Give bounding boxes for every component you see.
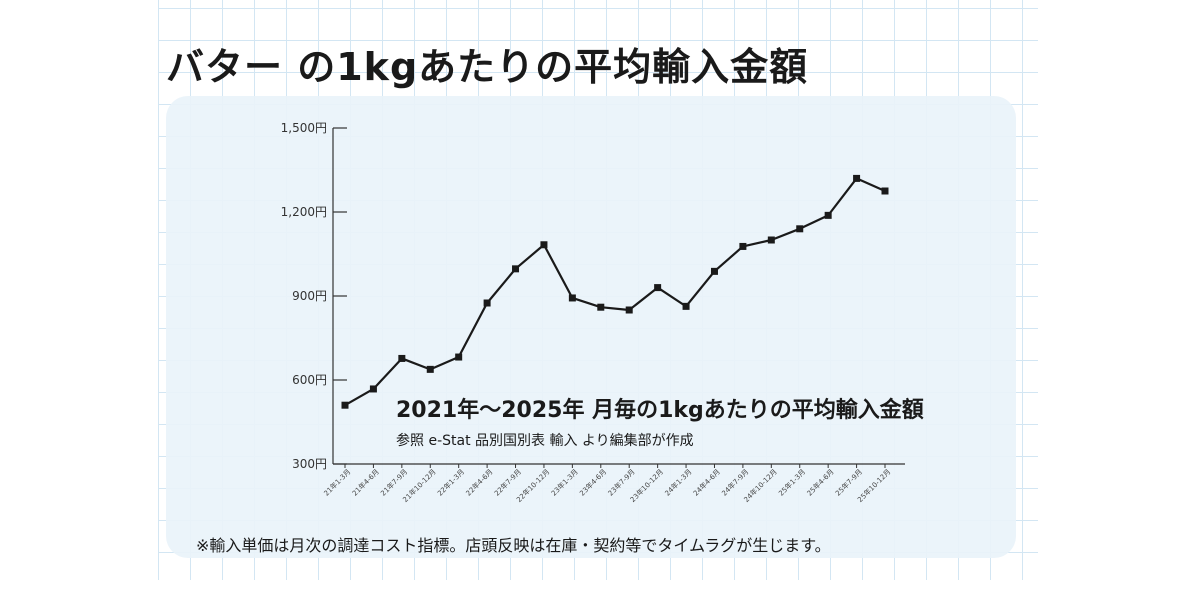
annotation-main: 2021年～2025年 月毎の1kgあたりの平均輸入金額: [396, 398, 924, 423]
x-tick-label: 25年7-9月: [833, 467, 864, 498]
y-tick-label: 900円: [292, 289, 327, 303]
chart-panel: [166, 96, 1016, 558]
data-point: [710, 267, 718, 275]
y-tick-label: 1,500円: [281, 121, 327, 135]
data-point: [739, 242, 747, 250]
data-point: [796, 225, 804, 233]
data-point: [654, 284, 662, 292]
data-point: [824, 211, 832, 219]
x-tick-label: 23年4-6月: [578, 467, 609, 498]
series: [341, 174, 889, 409]
x-tick-label: 22年4-6月: [464, 467, 495, 498]
data-point: [568, 294, 576, 302]
x-tick-label: 24年7-9月: [720, 467, 751, 498]
data-point: [540, 241, 548, 249]
data-point: [682, 302, 690, 310]
data-point: [597, 303, 605, 311]
x-tick-label: 22年7-9月: [492, 467, 523, 498]
x-tick-label: 21年1-3月: [322, 467, 353, 498]
x-tick-label: 23年1-3月: [549, 467, 580, 498]
data-point: [483, 299, 491, 307]
y-axis: 300円 600円 900円 1,200円 1,500円: [281, 121, 347, 471]
x-axis: 21年1-3月21年4-6月21年7-9月21年10-12月22年1-3月22年…: [322, 463, 905, 504]
data-point: [369, 385, 377, 393]
y-tick-label: 300円: [292, 457, 327, 471]
x-tick-label: 21年4-6月: [350, 467, 381, 498]
x-tick-label: 25年4-6月: [805, 467, 836, 498]
x-tick-label: 24年4-6月: [691, 467, 722, 498]
page-title: バター の1kgあたりの平均輸入金額: [166, 45, 809, 89]
data-point: [426, 365, 434, 373]
annotation-source: 参照 e-Stat 品別国別表 輸入 より編集部が作成: [396, 433, 694, 449]
y-tick-label: 600円: [292, 373, 327, 387]
x-tick-label: 24年1-3月: [663, 467, 694, 498]
data-point: [455, 353, 463, 361]
series-line: [344, 177, 886, 407]
data-point: [853, 174, 861, 182]
data-point: [341, 401, 349, 409]
data-point: [625, 306, 633, 314]
data-point: [767, 236, 775, 244]
data-point: [398, 354, 406, 362]
x-tick-label: 22年1-3月: [435, 467, 466, 498]
footnote: ※輸入単価は月次の調達コスト指標。店頭反映は在庫・契約等でタイムラグが生じます。: [196, 536, 831, 555]
x-tick-label: 25年1-3月: [777, 467, 808, 498]
data-point: [512, 265, 520, 273]
chart-annotation: 2021年～2025年 月毎の1kgあたりの平均輸入金額 参照 e-Stat 品…: [396, 392, 924, 450]
y-tick-label: 1,200円: [281, 205, 327, 219]
data-point: [881, 187, 889, 195]
x-tick-label: 23年7-9月: [606, 467, 637, 498]
x-tick-label: 21年7-9月: [379, 467, 410, 498]
